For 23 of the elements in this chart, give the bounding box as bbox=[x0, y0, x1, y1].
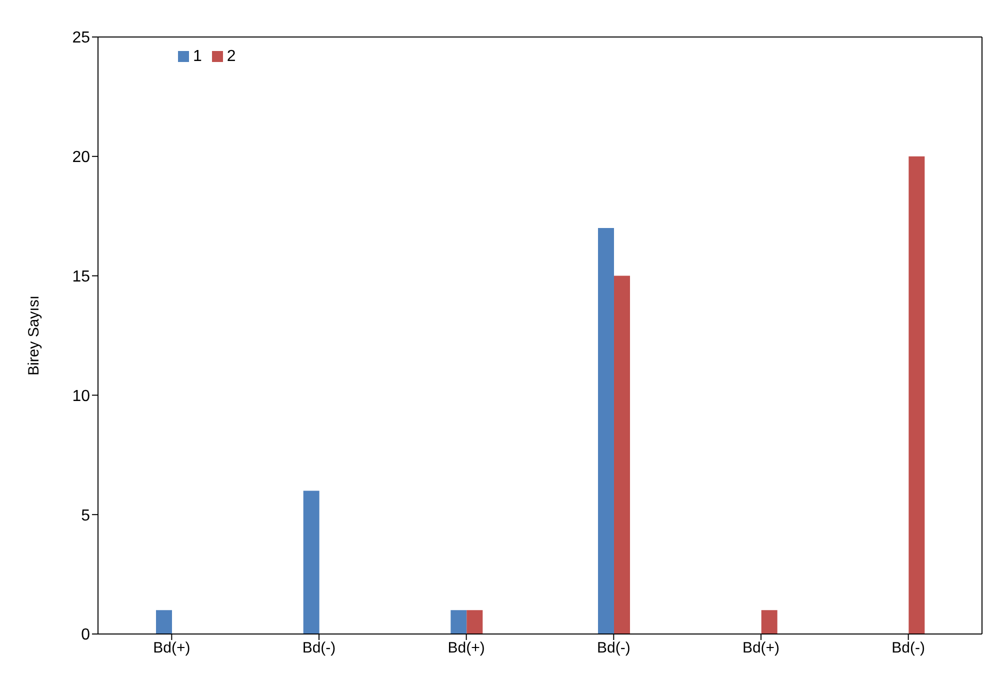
legend-label: 1 bbox=[193, 48, 202, 65]
bar bbox=[614, 276, 630, 634]
bar bbox=[450, 610, 467, 634]
y-axis-title: Birey Sayısı bbox=[25, 295, 42, 376]
x-tick-label: Bd(+) bbox=[448, 640, 485, 657]
y-tick-label: 15 bbox=[72, 268, 90, 286]
x-tick-label: Bd(-) bbox=[302, 640, 336, 657]
y-tick-label: 5 bbox=[81, 507, 90, 524]
x-tick-label: Bd(+) bbox=[742, 640, 780, 657]
y-tick-label: 10 bbox=[72, 388, 90, 405]
bar bbox=[303, 490, 320, 634]
x-tick-label: Bd(+) bbox=[153, 640, 190, 657]
bar bbox=[908, 156, 925, 634]
bar bbox=[466, 610, 483, 634]
x-tick-label: Bd(-) bbox=[596, 640, 630, 657]
bar bbox=[761, 610, 778, 634]
y-tick-label: 0 bbox=[81, 626, 90, 644]
y-tick-label: 20 bbox=[72, 149, 90, 166]
bar bbox=[156, 610, 172, 634]
legend-label: 2 bbox=[226, 48, 236, 65]
bar bbox=[598, 228, 614, 634]
y-tick-label: 25 bbox=[72, 30, 90, 47]
x-tick-label: Bd(-) bbox=[892, 640, 926, 657]
